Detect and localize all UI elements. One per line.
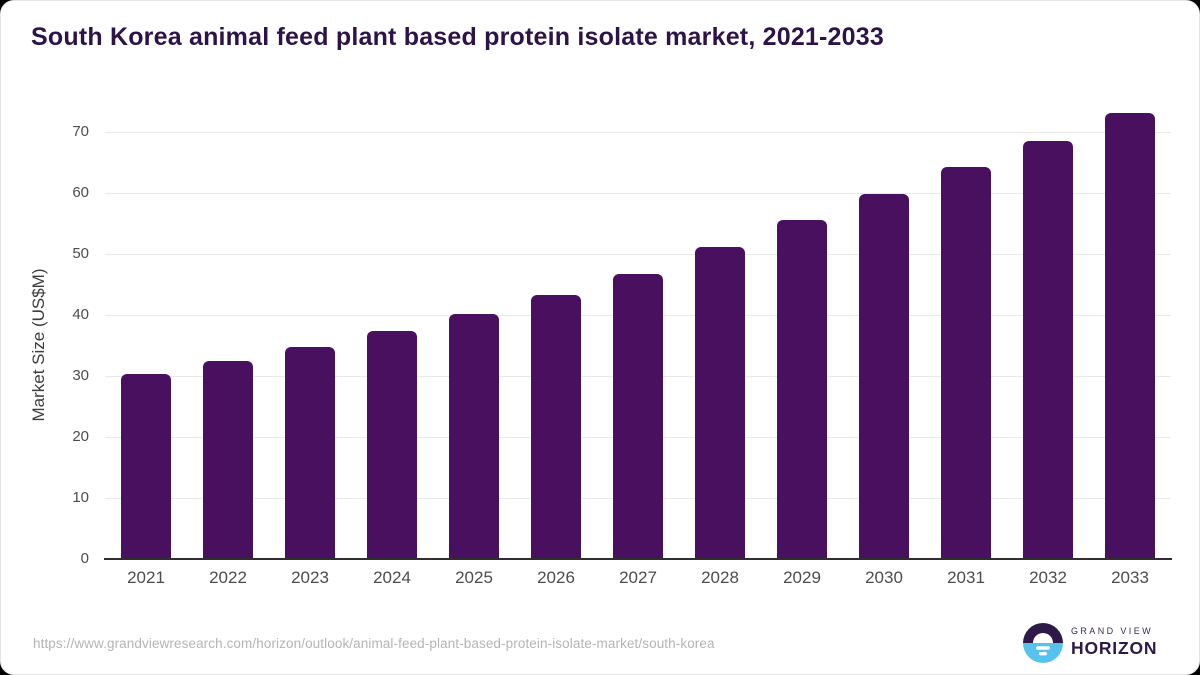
brand-logo-text: GRAND VIEW HORIZON <box>1071 626 1157 659</box>
bar-2032 <box>1023 140 1073 559</box>
gridline-70 <box>105 132 1171 133</box>
y-tick-0: 0 <box>80 550 89 567</box>
x-tick-2027: 2027 <box>619 568 657 587</box>
x-tick-2028: 2028 <box>701 568 739 587</box>
y-tick-60: 60 <box>72 184 89 201</box>
bar-2021 <box>121 373 171 559</box>
x-tick-2026: 2026 <box>537 568 575 587</box>
plot-area: 0 10 20 30 40 50 60 70 2021 2022 2023 2024 2025 2026 2… <box>1 1 1199 587</box>
bar-2027 <box>613 273 663 559</box>
bar-2028 <box>695 246 745 559</box>
grand-view-horizon-logo-icon <box>1023 623 1063 663</box>
bar-2024 <box>367 330 417 559</box>
bar-2026 <box>531 294 581 559</box>
bar-2030 <box>859 194 909 559</box>
bar-2029 <box>777 220 827 559</box>
x-tick-2029: 2029 <box>783 568 821 587</box>
brand-logo: GRAND VIEW HORIZON <box>1023 623 1183 665</box>
x-tick-2022: 2022 <box>209 568 247 587</box>
bar-2022 <box>203 360 253 559</box>
x-tick-2024: 2024 <box>373 568 411 587</box>
y-tick-10: 10 <box>72 489 89 506</box>
chart-title: South Korea animal feed plant based prot… <box>31 23 884 51</box>
x-tick-2030: 2030 <box>865 568 903 587</box>
x-tick-2023: 2023 <box>291 568 329 587</box>
x-tick-2032: 2032 <box>1029 568 1067 587</box>
gridline-50 <box>105 254 1171 255</box>
x-tick-2025: 2025 <box>455 568 493 587</box>
y-tick-50: 50 <box>72 245 89 262</box>
source-url: https://www.grandviewresearch.com/horizo… <box>33 636 715 651</box>
y-tick-70: 70 <box>72 123 89 140</box>
y-tick-40: 40 <box>72 306 89 323</box>
bar-2023 <box>285 347 335 559</box>
logo-text-horizon: HORIZON <box>1071 638 1158 658</box>
x-tick-2033: 2033 <box>1111 568 1149 587</box>
bar-2033 <box>1105 113 1155 559</box>
x-axis-line <box>104 558 1172 560</box>
x-tick-2021: 2021 <box>127 568 165 587</box>
bar-2025 <box>449 314 499 559</box>
gridline-60 <box>105 193 1171 194</box>
logo-text-grand-view: GRAND VIEW <box>1071 626 1154 636</box>
y-tick-20: 20 <box>72 428 89 445</box>
x-tick-2031: 2031 <box>947 568 985 587</box>
y-tick-30: 30 <box>72 367 89 384</box>
bar-2031 <box>941 167 991 559</box>
